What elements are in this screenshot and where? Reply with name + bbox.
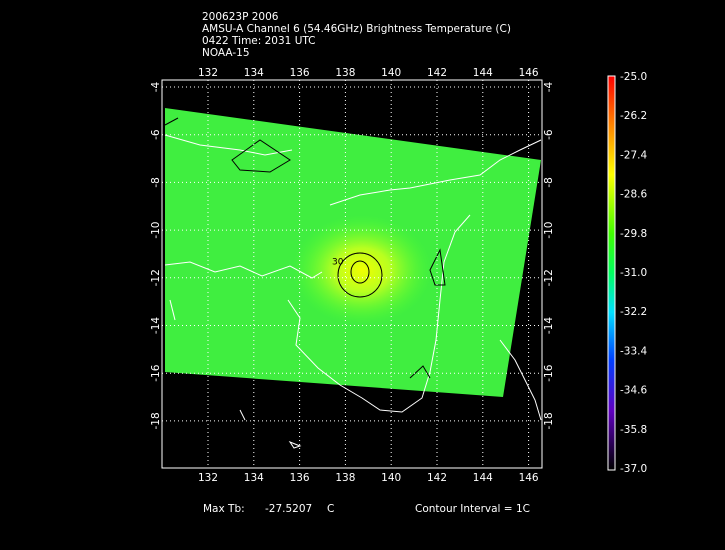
- header-line: 200623P 2006: [202, 11, 279, 23]
- contour-label: 30: [332, 258, 344, 268]
- colorbar-label: -34.6: [620, 385, 647, 397]
- x-tick-label-top: 146: [519, 67, 539, 79]
- warm-area: [292, 215, 432, 325]
- x-tick-label-top: 136: [290, 67, 310, 79]
- y-tick-label-right: -12: [543, 269, 555, 286]
- y-tick-label-right: -8: [543, 177, 555, 187]
- x-tick-label-top: 132: [198, 67, 218, 79]
- y-tick-label-left: -6: [150, 129, 162, 140]
- x-tick-label-bottom: 146: [519, 472, 539, 484]
- map: 30: [161, 79, 543, 469]
- x-tick-label-top: 140: [381, 67, 401, 79]
- max-label: Max Tb:: [203, 503, 245, 515]
- y-tick-label-right: -10: [543, 222, 555, 239]
- colorbar-label: -27.4: [620, 149, 647, 161]
- colorbar-label: -37.0: [620, 463, 647, 475]
- y-tick-label-left: -16: [150, 364, 162, 381]
- header-line: AMSU-A Channel 6 (54.46GHz) Brightness T…: [202, 23, 511, 35]
- colorbar-label: -31.0: [620, 267, 647, 279]
- x-tick-label-bottom: 142: [427, 472, 447, 484]
- x-tick-label-bottom: 134: [244, 472, 264, 484]
- y-tick-label-right: -6: [543, 129, 555, 140]
- colorbar-label: -35.8: [620, 424, 647, 436]
- colorbar-label: -26.2: [620, 110, 647, 122]
- grid: [162, 80, 542, 468]
- max-value: -27.5207: [265, 503, 312, 515]
- y-tick-label-left: -4: [150, 81, 162, 92]
- y-tick-label-right: -14: [543, 317, 555, 334]
- y-tick-label-left: -14: [150, 317, 162, 334]
- x-tick-label-bottom: 138: [335, 472, 355, 484]
- x-tick-label-bottom: 136: [290, 472, 310, 484]
- x-tick-label-bottom: 144: [473, 472, 493, 484]
- y-tick-label-left: -18: [150, 412, 162, 429]
- coastlines: [164, 134, 542, 449]
- y-tick-label-right: -4: [543, 81, 555, 92]
- colorbar-label: -25.0: [620, 71, 647, 83]
- x-tick-label-bottom: 132: [198, 472, 218, 484]
- colorbar-label: -32.2: [620, 306, 647, 318]
- x-tick-label-bottom: 140: [381, 472, 401, 484]
- y-tick-label-left: -10: [150, 222, 162, 239]
- header-line: 0422 Time: 2031 UTC: [202, 35, 316, 47]
- colorbar-label: -29.8: [620, 228, 647, 240]
- y-tick-label-right: -16: [543, 364, 555, 381]
- y-tick-label-right: -18: [543, 412, 555, 429]
- contours: [164, 117, 446, 379]
- y-tick-label-left: -8: [150, 177, 162, 187]
- contour-interval: Contour Interval = 1C: [415, 503, 530, 515]
- colorbar-label: -33.4: [620, 345, 647, 357]
- x-tick-label-top: 138: [335, 67, 355, 79]
- colorbar-label: -28.6: [620, 189, 647, 201]
- y-tick-label-left: -12: [150, 269, 162, 286]
- colorbar: [607, 75, 616, 471]
- max-unit: C: [327, 503, 334, 515]
- x-tick-label-top: 144: [473, 67, 493, 79]
- header-line: NOAA-15: [202, 47, 250, 59]
- x-tick-label-top: 142: [427, 67, 447, 79]
- x-tick-label-top: 134: [244, 67, 264, 79]
